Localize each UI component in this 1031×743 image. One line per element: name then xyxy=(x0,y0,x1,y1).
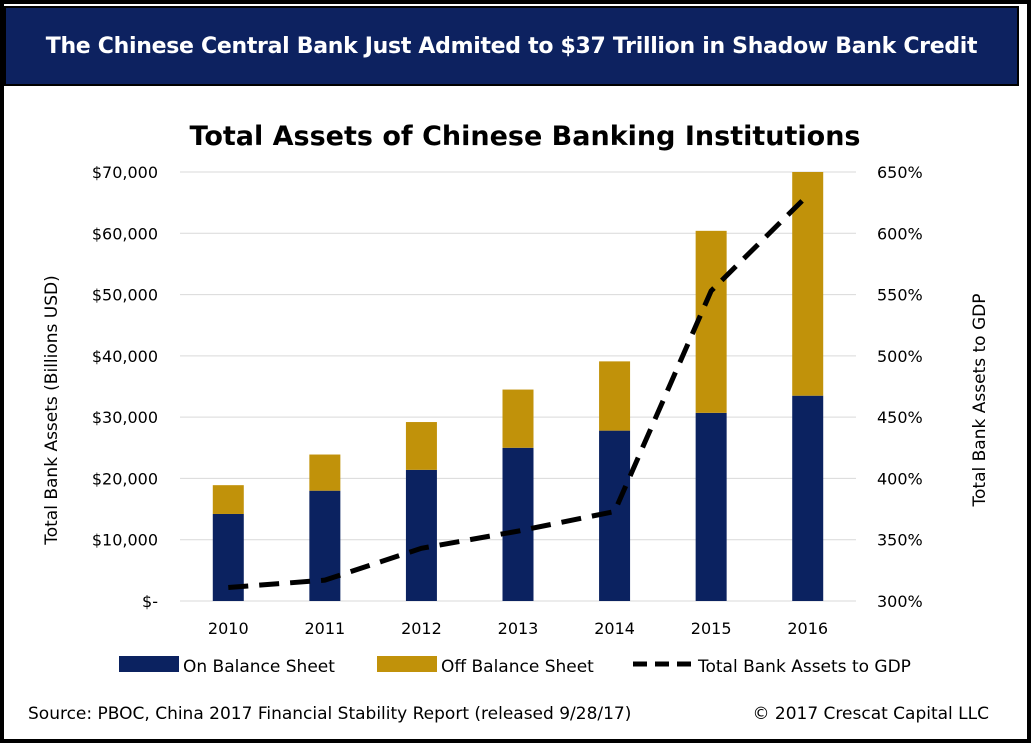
left-tick-label: $20,000 xyxy=(92,469,158,488)
right-axis-title: Total Bank Assets to GDP xyxy=(970,294,990,508)
chart-title: Total Assets of Chinese Banking Institut… xyxy=(189,121,860,152)
x-tick-label: 2012 xyxy=(401,619,442,638)
legend-label-off-balance: Off Balance Sheet xyxy=(441,657,594,677)
bar-off-balance xyxy=(405,422,437,470)
right-tick-label: 550% xyxy=(877,286,923,305)
ratio-line xyxy=(228,193,810,591)
banner-title: The Chinese Central Bank Just Admited to… xyxy=(45,33,978,59)
bar-off-balance xyxy=(695,230,727,413)
left-tick-label: $50,000 xyxy=(92,286,158,305)
ratio-line-layer xyxy=(228,193,810,591)
legend-label-ratio-line: Total Bank Assets to GDP xyxy=(697,657,911,677)
bar-on-balance xyxy=(695,412,727,601)
bar-off-balance xyxy=(792,172,824,396)
legend-swatch-on-balance xyxy=(119,656,179,672)
x-tick-label: 2014 xyxy=(594,619,635,638)
header-banner: The Chinese Central Bank Just Admited to… xyxy=(4,6,1019,86)
left-tick-label: $- xyxy=(142,592,158,611)
x-tick-label: 2015 xyxy=(691,619,732,638)
left-axis-ticks: $- $10,000 $20,000 $30,000 $40,000 $50,000 $60… xyxy=(92,163,158,611)
left-tick-label: $40,000 xyxy=(92,347,158,366)
right-axis-ticks: 300% 350% 400% 450% 500% 550% 600% 650% xyxy=(877,163,923,611)
bar-on-balance xyxy=(405,469,437,601)
bar-off-balance xyxy=(309,454,341,491)
left-axis-title: Total Bank Assets (Billions USD) xyxy=(42,275,62,546)
bar-on-balance xyxy=(309,490,341,601)
bar-off-balance xyxy=(599,361,631,431)
right-tick-label: 300% xyxy=(877,592,923,611)
x-tick-label: 2010 xyxy=(208,619,249,638)
left-tick-label: $10,000 xyxy=(92,531,158,550)
right-tick-label: 450% xyxy=(877,408,923,427)
right-tick-label: 350% xyxy=(877,531,923,550)
x-tick-label: 2016 xyxy=(787,619,828,638)
bar-on-balance xyxy=(792,395,824,601)
legend-swatch-off-balance xyxy=(377,656,437,672)
bar-off-balance xyxy=(502,389,534,448)
x-axis-ticks: 2010 2011 2012 2013 2014 2015 2016 xyxy=(208,619,828,638)
right-tick-label: 400% xyxy=(877,469,923,488)
bars xyxy=(212,172,824,601)
bar-off-balance xyxy=(212,485,244,514)
left-tick-label: $60,000 xyxy=(92,224,158,243)
legend: On Balance Sheet Off Balance Sheet Total… xyxy=(119,656,911,677)
copyright-note: © 2017 Crescat Capital LLC xyxy=(752,704,989,724)
right-tick-label: 500% xyxy=(877,347,923,366)
x-tick-label: 2013 xyxy=(498,619,539,638)
right-tick-label: 600% xyxy=(877,224,923,243)
left-tick-label: $30,000 xyxy=(92,408,158,427)
right-tick-label: 650% xyxy=(877,163,923,182)
bar-on-balance xyxy=(502,447,534,601)
x-tick-label: 2011 xyxy=(304,619,345,638)
left-tick-label: $70,000 xyxy=(92,163,158,182)
source-note: Source: PBOC, China 2017 Financial Stabi… xyxy=(28,704,632,724)
legend-label-on-balance: On Balance Sheet xyxy=(183,657,335,677)
